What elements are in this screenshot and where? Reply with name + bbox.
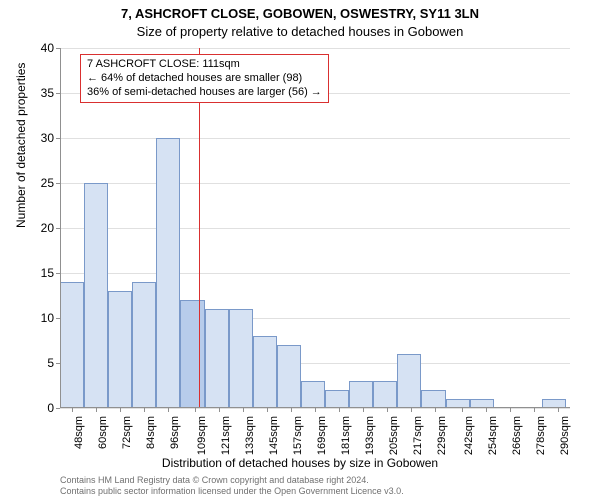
y-tick-label: 30: [41, 131, 60, 145]
x-tick-mark: [315, 408, 316, 412]
gridline: [60, 183, 570, 184]
x-tick-mark: [219, 408, 220, 412]
x-tick-mark: [411, 408, 412, 412]
gridline: [60, 48, 570, 49]
x-tick-mark: [120, 408, 121, 412]
x-tick-mark: [510, 408, 511, 412]
x-tick-mark: [435, 408, 436, 412]
histogram-bar: [349, 381, 373, 408]
x-tick-mark: [462, 408, 463, 412]
x-tick-label: 278sqm: [531, 416, 547, 455]
x-tick-label: 181sqm: [336, 416, 352, 455]
histogram-bar: [132, 282, 156, 408]
x-tick-mark: [339, 408, 340, 412]
footnote-line-1: Contains HM Land Registry data © Crown c…: [60, 475, 404, 486]
x-tick-mark: [243, 408, 244, 412]
x-tick-label: 169sqm: [312, 416, 328, 455]
x-tick-mark: [168, 408, 169, 412]
histogram-bar: [229, 309, 253, 408]
x-tick-label: 242sqm: [459, 416, 475, 455]
x-axis-label: Distribution of detached houses by size …: [0, 456, 600, 470]
histogram-bar: [325, 390, 349, 408]
chart-title-sub: Size of property relative to detached ho…: [0, 24, 600, 39]
x-tick-mark: [291, 408, 292, 412]
histogram-bar: [180, 300, 204, 408]
chart-title-main: 7, ASHCROFT CLOSE, GOBOWEN, OSWESTRY, SY…: [0, 6, 600, 21]
x-tick-label: 254sqm: [483, 416, 499, 455]
annotation-box: 7 ASHCROFT CLOSE: 111sqm← 64% of detache…: [80, 54, 329, 103]
x-tick-mark: [267, 408, 268, 412]
y-tick-label: 25: [41, 176, 60, 190]
x-tick-label: 266sqm: [507, 416, 523, 455]
histogram-bar: [301, 381, 325, 408]
histogram-bar: [156, 138, 180, 408]
y-tick-label: 40: [41, 41, 60, 55]
annotation-line-2: ← 64% of detached houses are smaller (98…: [87, 72, 322, 86]
x-tick-label: 205sqm: [384, 416, 400, 455]
gridline: [60, 228, 570, 229]
histogram-bar: [277, 345, 301, 408]
x-tick-mark: [195, 408, 196, 412]
gridline: [60, 138, 570, 139]
x-tick-mark: [486, 408, 487, 412]
x-tick-mark: [96, 408, 97, 412]
histogram-bar: [205, 309, 229, 408]
x-tick-mark: [558, 408, 559, 412]
x-tick-mark: [72, 408, 73, 412]
x-tick-label: 133sqm: [240, 416, 256, 455]
y-tick-label: 35: [41, 86, 60, 100]
histogram-bar: [421, 390, 445, 408]
x-tick-mark: [363, 408, 364, 412]
histogram-bar: [253, 336, 277, 408]
x-tick-label: 84sqm: [141, 416, 157, 449]
x-tick-label: 72sqm: [117, 416, 133, 449]
x-tick-label: 109sqm: [192, 416, 208, 455]
y-axis-label: Number of detached properties: [14, 63, 28, 228]
histogram-bar: [373, 381, 397, 408]
x-tick-label: 96sqm: [165, 416, 181, 449]
x-tick-mark: [144, 408, 145, 412]
x-tick-label: 121sqm: [216, 416, 232, 455]
annotation-line-3: 36% of semi-detached houses are larger (…: [87, 86, 322, 100]
y-tick-label: 20: [41, 221, 60, 235]
x-axis: [60, 407, 570, 408]
histogram-bar: [397, 354, 421, 408]
x-tick-label: 48sqm: [69, 416, 85, 449]
x-tick-label: 60sqm: [93, 416, 109, 449]
histogram-bar: [84, 183, 108, 408]
annotation-line-1: 7 ASHCROFT CLOSE: 111sqm: [87, 58, 322, 72]
footnote-line-2: Contains public sector information licen…: [60, 486, 404, 497]
y-tick-label: 0: [47, 401, 60, 415]
x-tick-label: 157sqm: [288, 416, 304, 455]
plot-area: 051015202530354048sqm60sqm72sqm84sqm96sq…: [60, 48, 570, 408]
histogram-bar: [60, 282, 84, 408]
chart-footnote: Contains HM Land Registry data © Crown c…: [60, 475, 404, 497]
histogram-bar: [108, 291, 132, 408]
x-tick-label: 217sqm: [408, 416, 424, 455]
property-size-chart: 7, ASHCROFT CLOSE, GOBOWEN, OSWESTRY, SY…: [0, 0, 600, 500]
y-tick-label: 10: [41, 311, 60, 325]
x-tick-label: 145sqm: [264, 416, 280, 455]
y-tick-label: 5: [47, 356, 60, 370]
x-tick-label: 229sqm: [432, 416, 448, 455]
x-tick-mark: [387, 408, 388, 412]
y-tick-label: 15: [41, 266, 60, 280]
gridline: [60, 273, 570, 274]
x-tick-label: 193sqm: [360, 416, 376, 455]
y-axis: [60, 48, 61, 408]
x-tick-mark: [534, 408, 535, 412]
x-tick-label: 290sqm: [555, 416, 571, 455]
